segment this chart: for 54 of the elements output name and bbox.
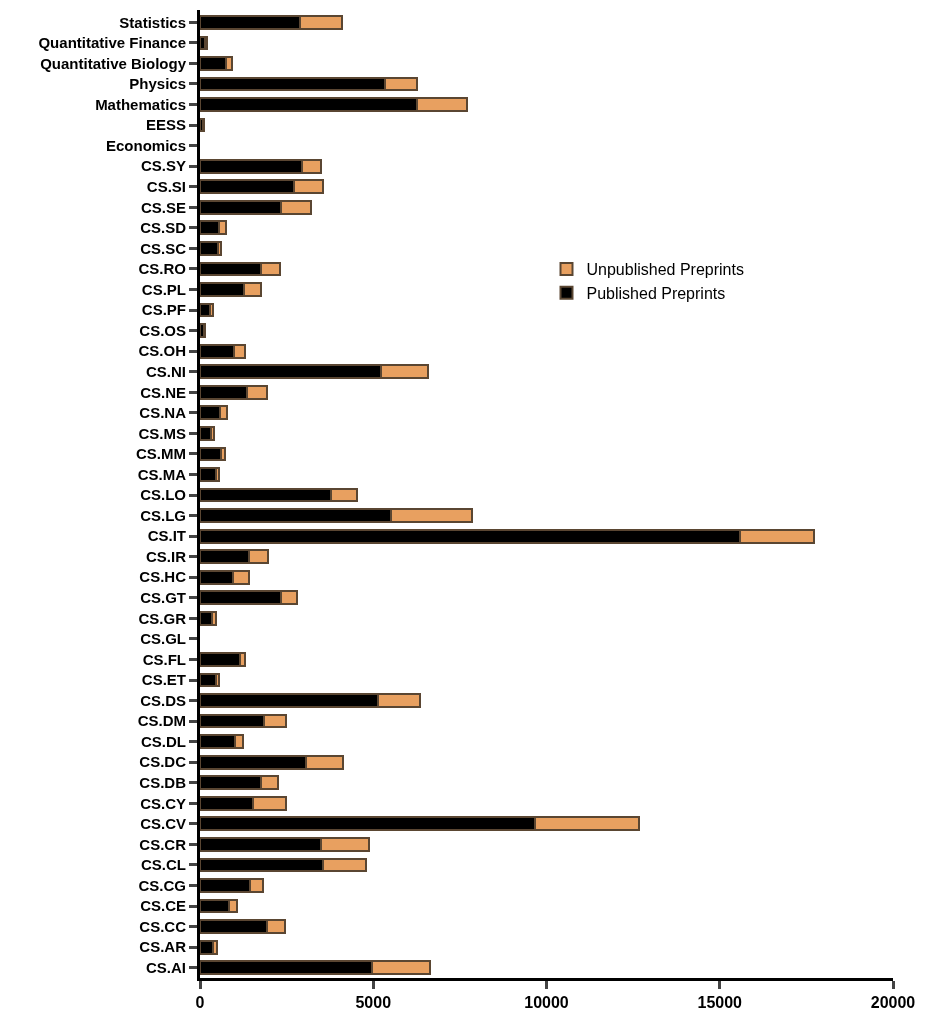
y-tick-label: CS.MA [137, 465, 187, 483]
y-tick-label: CS.PF [141, 301, 186, 319]
y-tick-label: CS.CV [140, 815, 186, 833]
y-tick-label: CS.MS [138, 424, 186, 442]
y-tick-label: CS.MM [136, 445, 186, 463]
y-tick-label: CS.CL [141, 856, 186, 874]
y-tick-label: CS.LO [140, 486, 187, 504]
y-tick-label: CS.GT [140, 589, 186, 607]
y-tick-label: CS.AI [145, 958, 186, 976]
x-tick-label: 0 [195, 994, 205, 1012]
y-tick-label: CS.SI [146, 178, 186, 195]
y-tick-label: CS.CE [140, 897, 186, 915]
y-tick-label: CS.IT [147, 527, 186, 545]
y-tick-label: Quantitative Finance [38, 34, 186, 52]
y-tick-label: CS.OS [139, 321, 186, 339]
y-tick-label: CS.OH [138, 342, 186, 360]
y-tick-label: CS.HC [139, 568, 187, 586]
y-tick-label: CS.NE [140, 383, 186, 401]
y-tick-label: Economics [105, 136, 186, 154]
y-tick-label: CS.IR [145, 547, 187, 565]
y-tick-label: Statistics [119, 13, 186, 31]
y-tick-label: CS.ET [141, 671, 186, 689]
y-tick-label: CS.SE [140, 198, 186, 216]
y-tick-label: Physics [129, 75, 186, 93]
y-tick-label: CS.RO [138, 260, 187, 278]
y-tick-label: CS.LG [140, 506, 186, 524]
y-tick-label: CS.DL [141, 732, 186, 750]
y-tick-label: CS.DM [137, 712, 186, 730]
y-tick-label: Mathematics [95, 95, 186, 113]
y-tick-label: CS.SD [140, 219, 187, 237]
y-tick-label: EESS [145, 116, 186, 134]
y-tick-label: CS.CG [138, 876, 186, 894]
y-tick-label: CS.NA [139, 404, 187, 422]
y-tick-label: CS.FL [142, 650, 186, 668]
y-tick-label: CS.DC [139, 753, 187, 771]
y-tick-label: CS.CR [139, 835, 187, 853]
legend-label: Unpublished Preprints [586, 261, 744, 279]
x-tick-label: 20000 [870, 994, 916, 1012]
x-tick-label: 10000 [524, 994, 569, 1012]
y-tick-label: CS.DB [139, 774, 187, 792]
y-tick-label: Quantitative Biology [40, 54, 187, 72]
x-tick-label: 5000 [355, 994, 392, 1012]
y-tick-label: CS.PL [141, 280, 186, 298]
y-tick-label: CS.GR [138, 609, 187, 627]
y-tick-label: CS.CC [139, 917, 187, 935]
y-tick-label: CS.AR [139, 938, 187, 956]
y-tick-label: CS.SY [140, 157, 186, 175]
y-tick-label: CS.NI [145, 362, 186, 380]
y-tick-label: CS.DS [140, 691, 186, 709]
x-tick-label: 15000 [697, 994, 743, 1012]
y-tick-label: CS.CY [140, 794, 186, 812]
y-tick-label: CS.SC [140, 239, 187, 257]
legend-label: Published Preprints [586, 284, 726, 302]
y-tick-label: CS.GL [140, 630, 186, 648]
